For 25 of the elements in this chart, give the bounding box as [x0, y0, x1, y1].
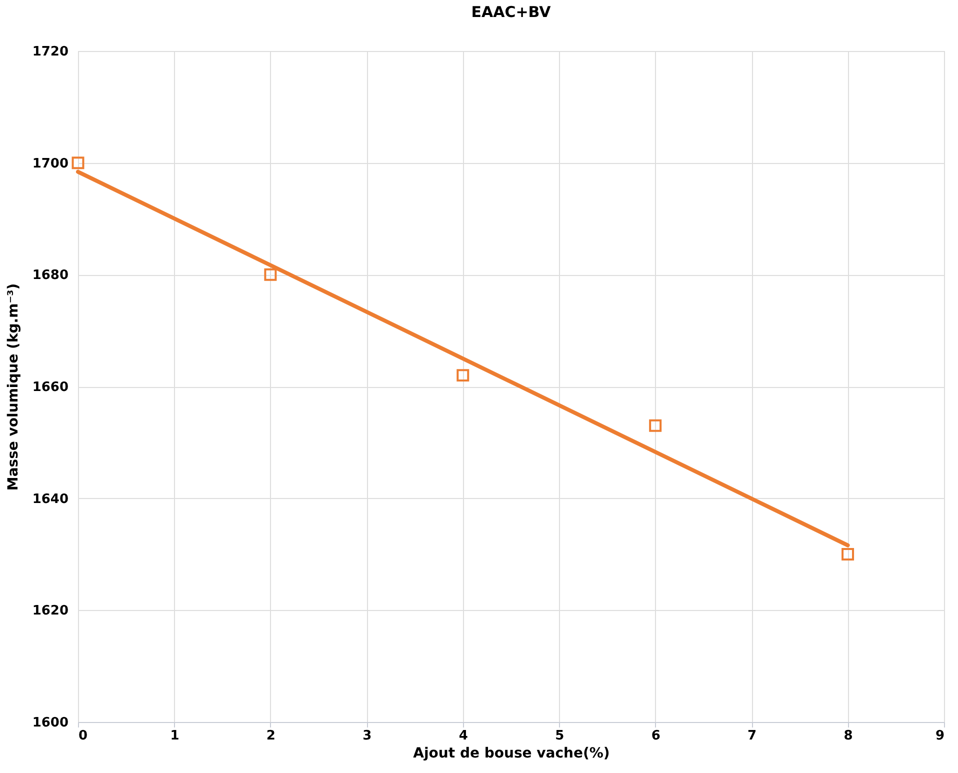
x-tick-label: 5	[555, 728, 564, 744]
y-tick-label: 1700	[32, 156, 68, 172]
x-tick-label: 3	[362, 728, 372, 744]
chart-title: EAAC+BV	[471, 3, 552, 21]
y-axis-title: Masse volumique (kg.m⁻³)	[5, 283, 22, 491]
point	[649, 419, 662, 432]
x-axis-title: Ajout de bouse vache(%)	[413, 746, 610, 762]
y-tick-label: 1620	[32, 604, 68, 619]
point	[456, 369, 470, 382]
y-tick-label: 1660	[32, 380, 68, 395]
y-tick-label: 1640	[32, 492, 68, 507]
y-tick-label: 1600	[32, 716, 68, 730]
x-tick-label: 9	[935, 728, 944, 744]
x-tick-label: 7	[748, 728, 757, 744]
x-tick-label: 8	[844, 728, 853, 744]
x-tick-label: 6	[651, 728, 660, 744]
y-tick-label: 1680	[32, 268, 68, 284]
point	[264, 268, 277, 281]
y-tick-label: 1720	[32, 44, 68, 60]
x-tick-label: 4	[458, 728, 468, 744]
x-tick-label: 1	[170, 728, 180, 744]
point	[842, 548, 854, 560]
point	[72, 156, 84, 170]
x-tick-label: 0	[78, 728, 88, 744]
x-tick-label: 2	[266, 728, 276, 744]
